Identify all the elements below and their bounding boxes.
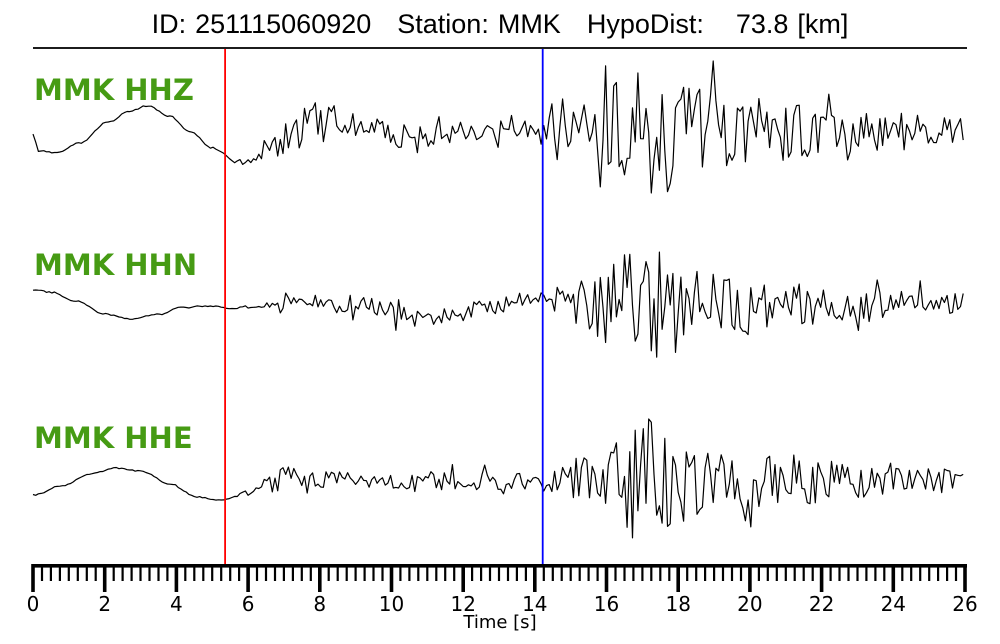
tick-label: 4 (170, 592, 183, 616)
title-separator-line (33, 47, 967, 49)
tick-label: 2 (98, 592, 111, 616)
tick-label: 10 (379, 592, 404, 616)
tick-label: 24 (881, 592, 906, 616)
waveform-hhz (32, 60, 964, 194)
trace-label-hhn: MMK HHN (34, 248, 198, 282)
x-axis-label: Time [s] (463, 612, 537, 633)
title-hypodist-unit: [km] (797, 9, 849, 39)
title-id-label: ID: (151, 9, 187, 39)
tick-label: 18 (665, 592, 690, 616)
title-id-value: 251115060920 (195, 9, 372, 39)
tick-label: 22 (809, 592, 834, 616)
tick-label: 12 (450, 592, 475, 616)
figure-title: ID: 251115060920 Station: MMK HypoDist: 73.8 [… (0, 9, 1000, 43)
tick-label: 0 (27, 592, 40, 616)
waveform-hhn (32, 251, 964, 358)
tick-label: 20 (737, 592, 762, 616)
tick-label: 26 (952, 592, 977, 616)
title-hypodist-label: HypoDist: (586, 9, 704, 39)
waveform-hhe (32, 418, 964, 539)
tick-label: 8 (313, 592, 326, 616)
trace-label-hhe: MMK HHE (34, 421, 193, 455)
title-hypodist-value: 73.8 (735, 9, 789, 39)
tick-label: 6 (242, 592, 255, 616)
tick-label: 16 (594, 592, 619, 616)
title-station-label: Station: (397, 9, 489, 39)
title-station-value: MMK (497, 9, 561, 39)
tick-label: 14 (522, 592, 547, 616)
trace-label-hhz: MMK HHZ (34, 73, 194, 107)
